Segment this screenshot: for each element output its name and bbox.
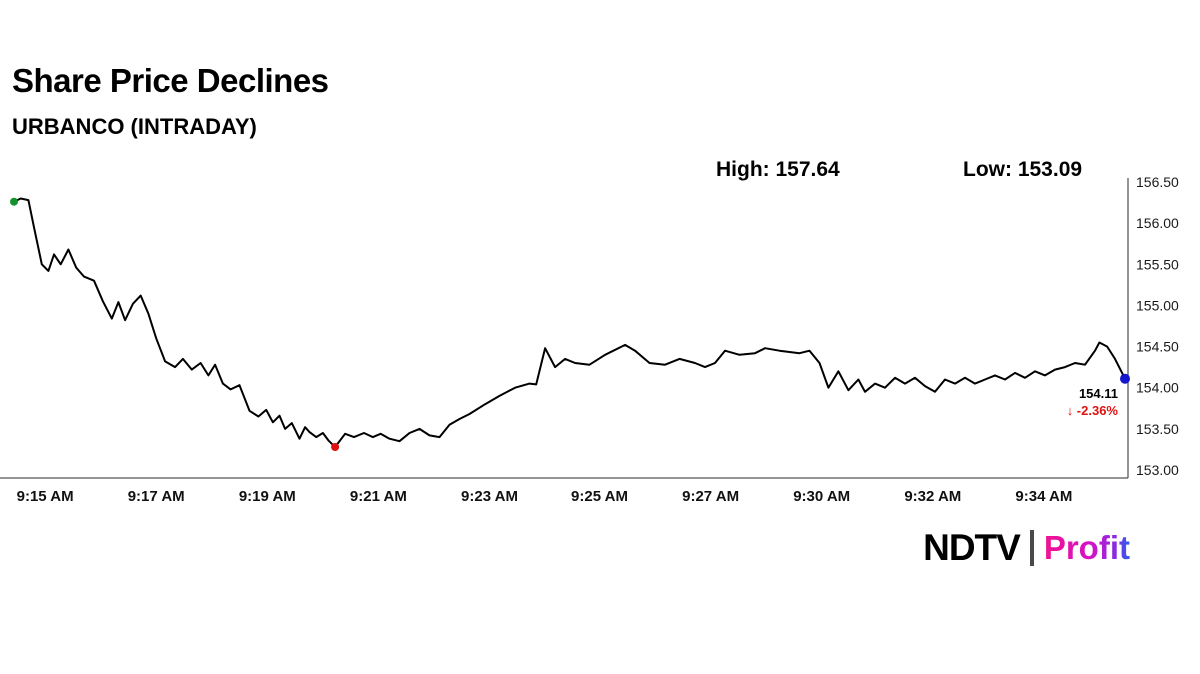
y-tick-label: 154.50 — [1136, 339, 1179, 355]
x-tick-label: 9:25 AM — [571, 488, 628, 505]
x-tick-label: 9:19 AM — [239, 488, 296, 505]
x-tick-label: 9:23 AM — [461, 488, 518, 505]
brand-logo: NDTV Profit — [923, 527, 1130, 569]
x-tick-label: 9:32 AM — [904, 488, 961, 505]
last-price-label: 154.11 — [1078, 386, 1118, 401]
start-marker-dot — [10, 197, 18, 206]
x-tick-label: 9:30 AM — [793, 488, 850, 505]
x-tick-label: 9:15 AM — [17, 488, 74, 505]
low-marker-dot — [331, 443, 340, 451]
ndtv-wordmark: NDTV — [923, 527, 1021, 568]
page-subtitle: URBANCO (INTRADAY) — [12, 114, 257, 139]
low-value: Low: 153.09 — [963, 158, 1083, 181]
y-tick-label: 156.00 — [1136, 215, 1179, 231]
y-tick-label: 155.50 — [1136, 256, 1179, 272]
x-tick-label: 9:17 AM — [128, 488, 185, 505]
x-tick-label: 9:27 AM — [682, 488, 739, 505]
y-tick-label: 154.00 — [1136, 380, 1179, 396]
x-tick-label: 9:34 AM — [1015, 488, 1072, 505]
y-tick-label: 156.50 — [1136, 174, 1179, 190]
price-line — [13, 197, 1126, 448]
end-marker-dot — [1120, 373, 1130, 384]
profit-wordmark: Profit — [1043, 529, 1130, 566]
page-title: Share Price Declines — [12, 62, 329, 99]
x-tick-label: 9:21 AM — [350, 488, 407, 505]
logo-separator — [1029, 530, 1034, 566]
change-label: ↓ -2.36% — [1066, 403, 1118, 418]
high-value: High: 157.64 — [716, 158, 840, 181]
y-tick-label: 153.50 — [1136, 421, 1179, 437]
y-tick-label: 155.00 — [1136, 297, 1179, 313]
y-tick-label: 153.00 — [1136, 462, 1179, 478]
